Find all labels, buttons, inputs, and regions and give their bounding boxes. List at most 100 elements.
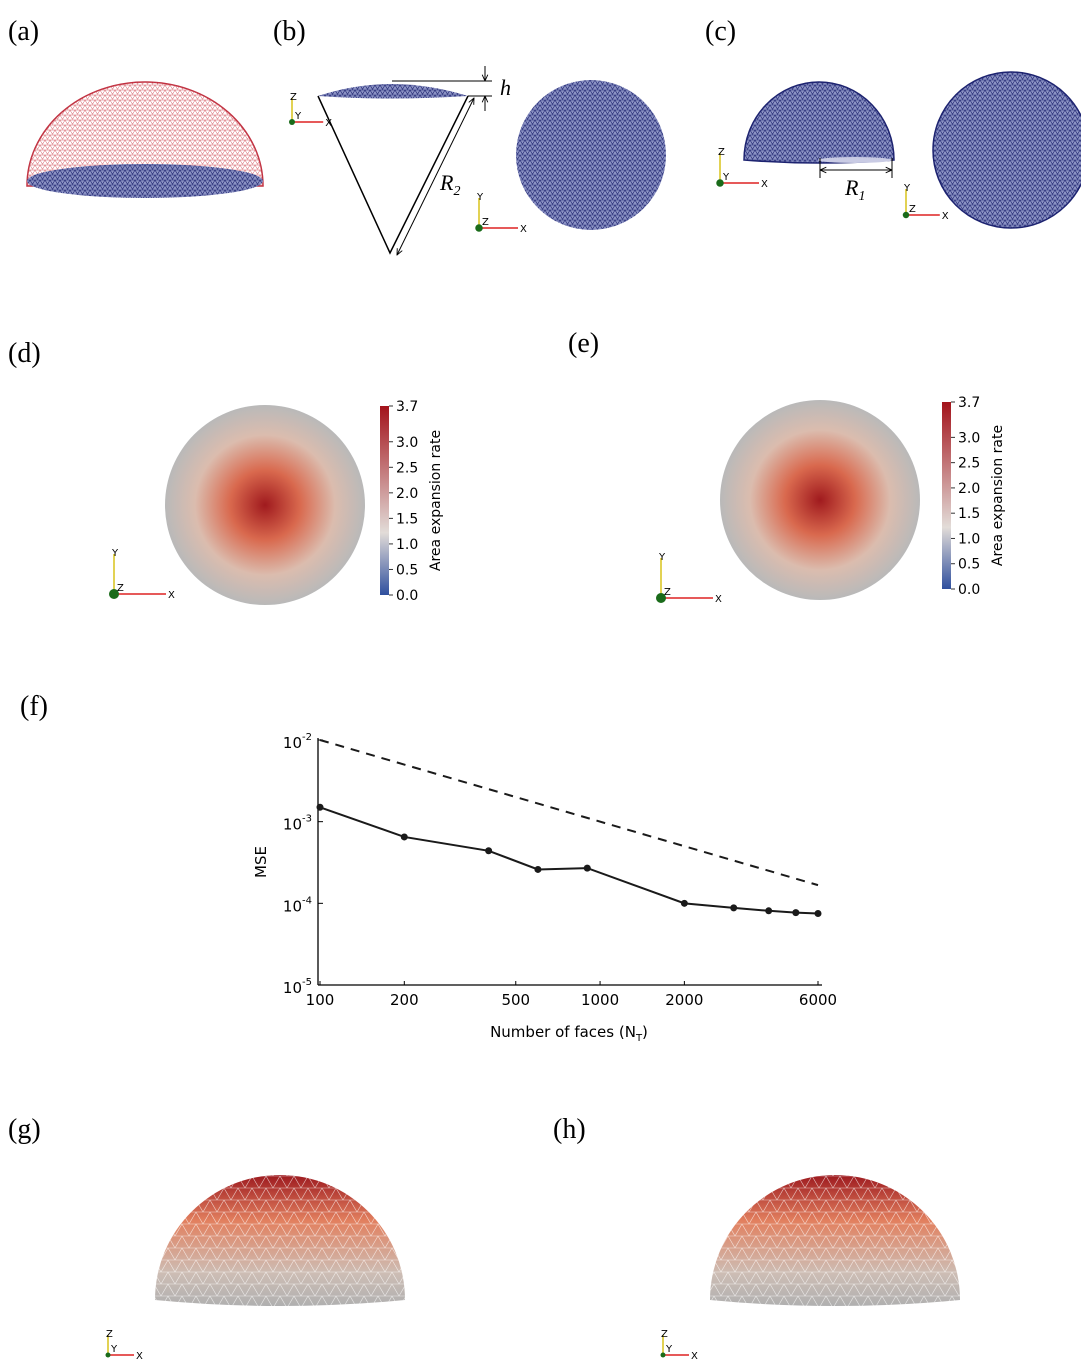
triad-label: X	[168, 590, 175, 601]
triad-label: X	[325, 118, 332, 129]
triad-label: Z	[290, 92, 297, 103]
x-tick-label: 6000	[799, 991, 837, 1009]
colorbar-tick-label: 3.7	[958, 395, 980, 411]
colorbar-tick-label: 1.0	[958, 531, 980, 547]
y-tick-exp: -3	[302, 814, 312, 825]
radius-label-sub: 2	[453, 184, 460, 199]
x-tick-label: 100	[306, 991, 335, 1009]
y-tick-exp: -2	[302, 732, 312, 743]
colorbar-tick-label: 3.0	[958, 430, 980, 446]
radius-label-main: R	[439, 170, 454, 195]
panel-label: (a)	[8, 16, 39, 47]
triad-origin	[106, 1353, 111, 1358]
y-tick-base: 10	[283, 734, 302, 752]
hemisphere-base	[818, 157, 892, 163]
series-line	[320, 740, 818, 885]
triad-label: Z	[909, 204, 916, 215]
colorbar	[380, 406, 389, 595]
disk-mesh	[516, 80, 666, 230]
y-tick-label: 10-4	[283, 895, 312, 915]
colorbar-tick-label: 2.0	[396, 486, 418, 502]
data-point	[317, 804, 324, 811]
disk-colormap	[720, 400, 920, 600]
panel-label: (e)	[568, 328, 599, 359]
y-tick-exp: -5	[302, 977, 312, 988]
colorbar-label: Area expansion rate	[428, 430, 444, 571]
hemisphere-inner	[27, 164, 263, 198]
dome-mesh	[710, 1175, 960, 1306]
triad-label: X	[942, 211, 949, 222]
data-point	[401, 833, 408, 840]
cap	[318, 84, 468, 99]
colorbar-tick-label: 1.5	[396, 511, 418, 527]
radius-label-sub: 1	[858, 189, 865, 204]
data-point	[815, 910, 822, 917]
colorbar-tick-label: 1.0	[396, 537, 418, 553]
series-line	[320, 807, 818, 913]
dim-arrow	[397, 98, 474, 255]
panel-label: (f)	[20, 691, 48, 722]
triad-label: X	[691, 1351, 698, 1360]
disk-colormap	[165, 405, 365, 605]
panel-label: (h)	[553, 1114, 586, 1145]
x-axis-label: Number of faces (NT)	[490, 1023, 648, 1044]
colorbar-tick-label: 2.5	[396, 460, 418, 476]
y-axis-label: MSE	[252, 846, 270, 878]
colorbar-tick-label: 0.0	[396, 588, 418, 604]
triad-origin	[661, 1353, 666, 1358]
triad-label: Z	[661, 1329, 668, 1340]
figure: h R2 R1 (a)(b)(c)(d)(e)(f)(g)(h)ZYXYZXZY…	[0, 0, 1081, 1360]
panel-label: (b)	[273, 16, 306, 47]
x-axis-label-main: Number of faces (N	[490, 1023, 636, 1041]
y-tick-label: 10-3	[283, 814, 312, 834]
colorbar-tick-label: 0.5	[958, 557, 980, 573]
triad-label: Z	[106, 1329, 113, 1340]
panel-label: (d)	[8, 338, 41, 369]
triad-label: X	[520, 224, 527, 235]
y-tick-exp: -4	[302, 895, 312, 906]
data-point	[534, 866, 541, 873]
y-tick-label: 10-2	[283, 732, 312, 752]
x-axis-label-end: )	[642, 1023, 648, 1041]
y-tick-base: 10	[283, 897, 302, 915]
data-point	[584, 865, 591, 872]
y-tick-base: 10	[283, 979, 302, 997]
triad-label: X	[715, 594, 722, 605]
triad-label: Y	[658, 552, 666, 563]
triad-label: Y	[476, 192, 484, 203]
colorbar-label: Area expansion rate	[990, 425, 1006, 566]
hemisphere-mesh	[744, 82, 894, 163]
colorbar-tick-label: 0.0	[958, 582, 980, 598]
triad-label: Z	[664, 587, 671, 598]
data-point	[730, 904, 737, 911]
triad-label: Y	[110, 1344, 118, 1355]
data-point	[681, 900, 688, 907]
colorbar-tick-label: 1.5	[958, 506, 980, 522]
x-tick-label: 2000	[665, 991, 703, 1009]
colorbar-tick-label: 0.5	[396, 562, 418, 578]
page: h R2 R1 (a)(b)(c)(d)(e)(f)(g)(h)ZYXYZXZY…	[0, 0, 1081, 1360]
triad-label: X	[761, 179, 768, 190]
data-point	[792, 909, 799, 916]
triad-label: X	[136, 1351, 143, 1360]
data-point	[765, 907, 772, 914]
colorbar-tick-label: 2.0	[958, 481, 980, 497]
x-tick-label: 500	[501, 991, 530, 1009]
data-point	[485, 847, 492, 854]
radius-label-main: R	[844, 175, 859, 200]
x-tick-label: 200	[390, 991, 419, 1009]
x-tick-label: 1000	[581, 991, 619, 1009]
panel-label: (c)	[705, 16, 736, 47]
panel-label: (g)	[8, 1114, 41, 1145]
dome-mesh	[155, 1175, 405, 1306]
radius-label: R2	[439, 170, 460, 199]
colorbar-tick-label: 3.7	[396, 399, 418, 415]
height-label: h	[500, 75, 511, 100]
triad-label: Y	[722, 172, 730, 183]
radius-label: R1	[844, 175, 865, 204]
triad-label: Y	[111, 548, 119, 559]
triad-label: Z	[482, 217, 489, 228]
triad-label: Y	[903, 183, 911, 194]
sphere-mesh	[933, 72, 1081, 228]
triad-label: Y	[294, 111, 302, 122]
